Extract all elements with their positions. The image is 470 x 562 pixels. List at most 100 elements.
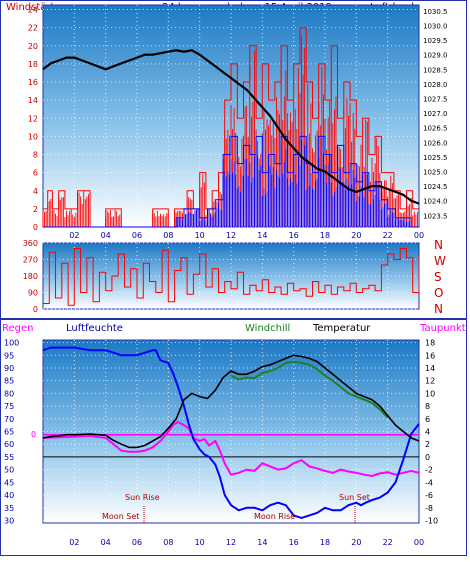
y-right-tick-label: 1025.5 <box>423 154 448 162</box>
y-right-tick-label: 1029.0 <box>423 52 448 60</box>
temperature-tick-label: -2 <box>425 466 433 475</box>
temperature-tick-label: 12 <box>425 377 435 386</box>
temperature-tick-label: 14 <box>425 364 435 373</box>
y-tick-label: 12 <box>28 114 38 123</box>
temperature-series-line <box>42 354 420 449</box>
x-tick-label: 04 <box>101 538 111 547</box>
humidity-tick-label: 80 <box>4 389 14 398</box>
humidity-tick-label: 95 <box>4 351 14 360</box>
temperature-tick-label: -10 <box>425 516 438 525</box>
x-tick-label: 20 <box>351 231 361 240</box>
humidity-tick-label: 45 <box>4 478 14 487</box>
windchill-series-line <box>230 360 389 419</box>
x-tick-label: 08 <box>163 538 173 547</box>
x-tick-label: 10 <box>195 538 205 547</box>
humidity-tick-label: 75 <box>4 402 14 411</box>
temperature-tick-label: 4 <box>425 428 430 437</box>
y-tick-label: 4 <box>33 187 38 196</box>
dewpoint-series-line <box>42 420 420 478</box>
x-tick-label: 04 <box>101 231 111 240</box>
y-right-tick-label: 1028.5 <box>423 66 448 74</box>
y-tick-label: 16 <box>28 78 38 87</box>
compass-n-bottom: N <box>434 302 443 316</box>
x-tick-label: 02 <box>69 231 79 240</box>
x-tick-label: 18 <box>320 231 330 240</box>
y-tick-label: 0 <box>33 223 38 232</box>
direction-tick-label: 270 <box>23 256 38 265</box>
x-tick-label: 18 <box>320 538 330 547</box>
humidity-tick-label: 100 <box>4 339 19 348</box>
windchill-label: Windchill <box>245 323 290 334</box>
y-right-tick-label: 1026.0 <box>423 139 448 147</box>
y-tick-label: 2 <box>33 205 38 214</box>
humidity-tick-label: 60 <box>4 440 14 449</box>
moon-rise-label: Moon Rise <box>254 512 295 521</box>
humidity-tick-label: 65 <box>4 428 14 437</box>
x-tick-label: 22 <box>383 231 393 240</box>
y-right-tick-label: 1030.5 <box>423 8 448 16</box>
y-right-tick-label: 1030.0 <box>423 22 448 30</box>
left-axis-title: Windstärke <box>6 2 62 13</box>
x-tick-label: 14 <box>257 538 267 547</box>
y-tick-label: 24 <box>28 6 38 15</box>
y-right-tick-label: 1026.5 <box>423 125 448 133</box>
gust-series-line <box>43 27 419 228</box>
temperature-tick-label: 2 <box>425 440 430 449</box>
temperatur-label: Temperatur <box>312 323 371 334</box>
humidity-tick-label: 50 <box>4 466 14 475</box>
direction-series-line <box>43 248 420 306</box>
pressure-series-line <box>42 49 420 205</box>
sun-rise-label: Sun Rise <box>125 493 160 502</box>
temperature-tick-label: 16 <box>425 351 435 360</box>
x-tick-label: 14 <box>257 231 267 240</box>
temperature-tick-label: 10 <box>425 389 435 398</box>
rain-axis-zero: 0 <box>31 430 36 439</box>
y-right-tick-label: 1025.0 <box>423 169 448 177</box>
humidity-tick-label: 35 <box>4 504 14 513</box>
y-right-tick-label: 1028.0 <box>423 81 448 89</box>
direction-tick-label: 90 <box>28 289 38 298</box>
humidity-tick-label: 85 <box>4 377 14 386</box>
x-tick-label: 22 <box>383 538 393 547</box>
temperature-tick-label: -4 <box>425 478 433 487</box>
luftfeuchte-label: Luftfeuchte <box>66 323 123 334</box>
regen-label: Regen <box>2 323 34 334</box>
x-tick-label: 20 <box>351 538 361 547</box>
humidity-tick-label: 40 <box>4 491 14 500</box>
y-right-tick-label: 1023.5 <box>423 212 448 220</box>
y-tick-label: 8 <box>33 151 38 160</box>
humidity-tick-label: 30 <box>4 516 14 525</box>
compass-n-top: N <box>434 238 443 252</box>
x-tick-label: 00 <box>414 538 424 547</box>
x-tick-label: 08 <box>163 231 173 240</box>
temperature-tick-label: -6 <box>425 491 433 500</box>
y-right-tick-label: 1027.5 <box>423 95 448 103</box>
temperature-tick-label: 6 <box>425 415 430 424</box>
y-right-tick-label: 1024.5 <box>423 183 448 191</box>
temperature-tick-label: 0 <box>425 453 430 462</box>
x-tick-label: 02 <box>69 538 79 547</box>
humidity-tick-label: 70 <box>4 415 14 424</box>
direction-tick-label: 0 <box>33 305 38 314</box>
x-tick-label: 06 <box>132 538 142 547</box>
temperature-tick-label: 18 <box>425 339 435 348</box>
sun-set-label: Sun Set <box>339 493 370 502</box>
taupunkt-label: Taupunkt <box>419 323 466 334</box>
y-right-tick-label: 1029.5 <box>423 37 448 45</box>
x-tick-label: 00 <box>414 231 424 240</box>
compass-o: O <box>434 286 443 300</box>
compass-w: W <box>434 254 446 268</box>
y-tick-label: 14 <box>28 96 38 105</box>
temperature-tick-label: 8 <box>425 402 430 411</box>
humidity-series-line <box>42 346 420 519</box>
x-tick-label: 10 <box>195 231 205 240</box>
x-tick-label: 16 <box>289 231 299 240</box>
y-tick-label: 6 <box>33 169 38 178</box>
y-tick-label: 18 <box>28 60 38 69</box>
y-tick-label: 22 <box>28 24 38 33</box>
x-tick-label: 06 <box>132 231 142 240</box>
y-tick-label: 10 <box>28 132 38 141</box>
x-tick-label: 12 <box>226 538 236 547</box>
humidity-tick-label: 90 <box>4 364 14 373</box>
